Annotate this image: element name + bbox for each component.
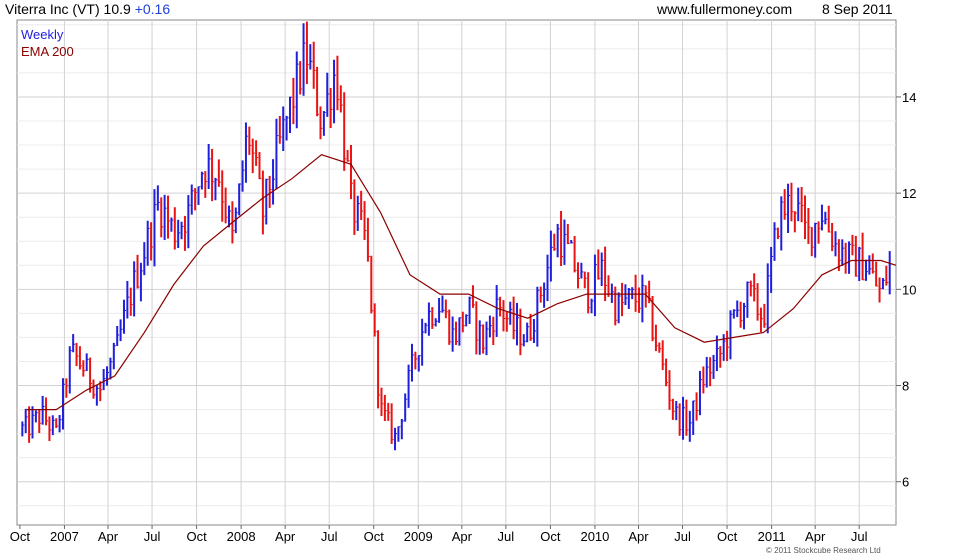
x-tick-label: 2007 xyxy=(50,529,79,544)
x-tick-label: Jul xyxy=(144,529,161,544)
x-tick-label: 2011 xyxy=(758,529,786,544)
plot-area xyxy=(16,19,897,526)
x-tick-label: Oct xyxy=(364,529,385,544)
x-tick-label: Apr xyxy=(805,529,826,544)
legend-ema-200: EMA 200 xyxy=(21,44,74,59)
x-tick-label: Apr xyxy=(452,529,473,544)
y-tick-label: 12 xyxy=(902,186,916,201)
x-tick-label: Oct xyxy=(10,529,31,544)
x-tick-label: 2009 xyxy=(404,529,433,544)
chart-header: Viterra Inc (VT) 10.9 +0.16 www.fullermo… xyxy=(0,0,980,20)
x-tick-label: Jul xyxy=(321,529,338,544)
x-tick-label: Apr xyxy=(275,529,296,544)
x-tick-label: Apr xyxy=(628,529,649,544)
y-tick-label: 6 xyxy=(902,475,909,490)
y-tick-label: 10 xyxy=(902,282,916,297)
ema-200-line xyxy=(26,154,897,411)
chart-title-text: Viterra Inc (VT) 10.9 xyxy=(5,1,131,17)
x-tick-label: Jul xyxy=(674,529,691,544)
x-tick-label: Oct xyxy=(186,529,207,544)
chart-date: 8 Sep 2011 xyxy=(822,1,893,17)
price-change: +0.16 xyxy=(134,1,171,17)
x-tick-label: Oct xyxy=(540,529,561,544)
x-tick-label: Apr xyxy=(98,529,119,544)
copyright-notice: © 2011 Stockcube Research Ltd xyxy=(766,546,881,555)
x-tick-label: Jul xyxy=(851,529,868,544)
x-tick-label: 2010 xyxy=(580,529,609,544)
weekly-bars xyxy=(21,21,892,451)
y-tick-label: 8 xyxy=(902,379,909,394)
x-tick-label: 2008 xyxy=(227,529,256,544)
chart-title: Viterra Inc (VT) 10.9 +0.16 xyxy=(5,1,170,17)
x-tick-label: Jul xyxy=(498,529,515,544)
x-tick-label: Oct xyxy=(717,529,738,544)
y-tick-label: 14 xyxy=(902,90,916,105)
site-link[interactable]: www.fullermoney.com xyxy=(657,1,793,17)
legend-weekly: Weekly xyxy=(21,27,64,42)
